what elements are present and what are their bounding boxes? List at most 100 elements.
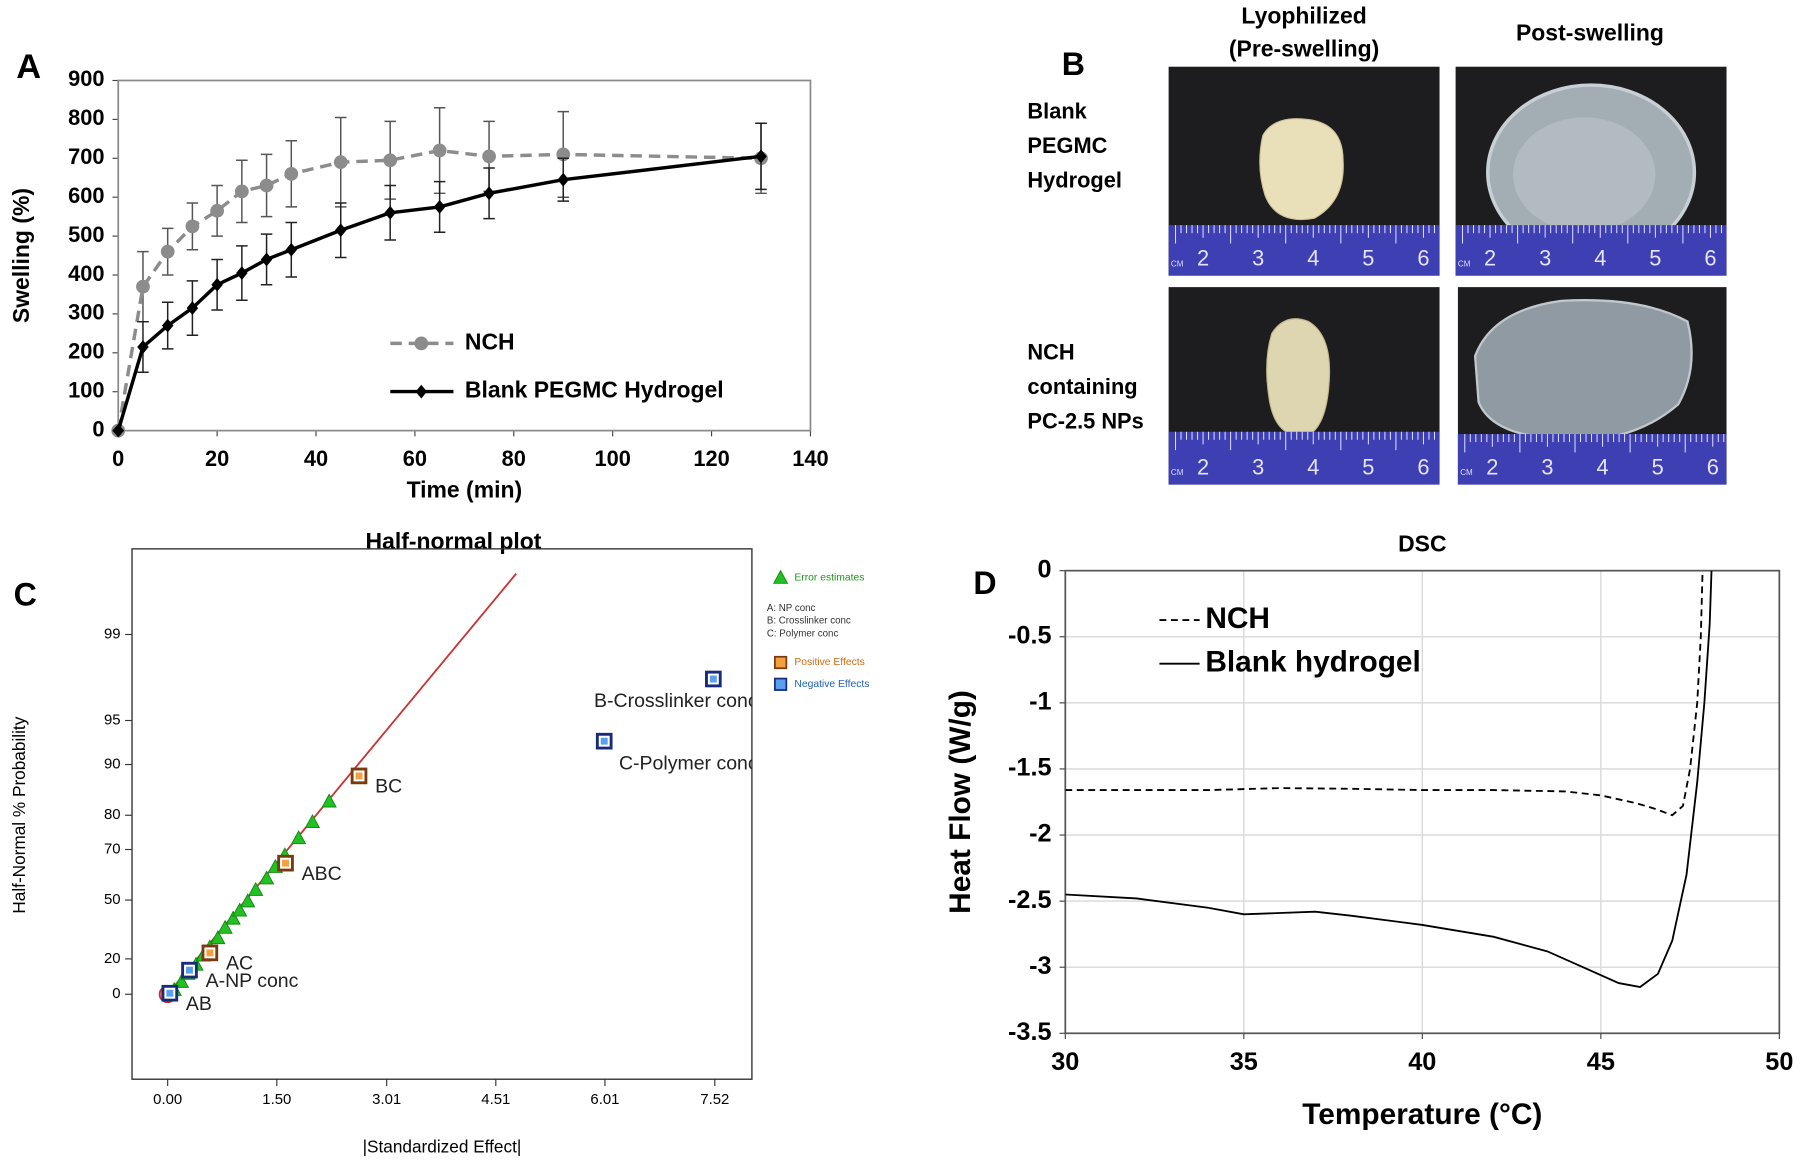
y-tick-label: -1.5 [1008, 754, 1052, 782]
sample [1473, 299, 1693, 441]
y-tick-label: -3.5 [1008, 1018, 1052, 1046]
marker [483, 186, 495, 201]
x-tick-label: 50 [1765, 1048, 1793, 1076]
point-label: A-NP conc [206, 970, 299, 992]
row-label: NCH [1027, 339, 1074, 364]
marker [136, 279, 150, 294]
legend-label: Error estimates [794, 572, 864, 583]
y-tick-label: 500 [68, 222, 104, 247]
point-label: AC [226, 953, 253, 975]
plot-frame [1064, 569, 1781, 1035]
ruler-number: 2 [1486, 454, 1498, 479]
y-axis-label: Heat Flow (W/g) [944, 690, 977, 914]
marker [334, 223, 347, 238]
marker [284, 166, 299, 181]
point-label: BC [375, 776, 402, 798]
x-tick-label: 60 [403, 446, 427, 471]
marker-fill [206, 949, 214, 957]
marker [333, 155, 348, 170]
marker [260, 252, 273, 267]
ruler-number: 4 [1307, 454, 1319, 479]
ruler-number: 5 [1649, 245, 1661, 270]
row-label: Blank [1027, 98, 1087, 123]
marker [433, 200, 446, 214]
legend-label: Blank hydrogel [1205, 646, 1420, 679]
x-tick-label: 35 [1230, 1048, 1258, 1076]
legend-marker [774, 655, 788, 670]
marker [383, 153, 398, 168]
x-tick-label: 20 [205, 446, 229, 471]
plot-area [111, 106, 768, 438]
y-axis-label: Half-Normal % Probability [9, 716, 29, 913]
x-tick-label: 0.00 [153, 1091, 182, 1108]
legend-marker [414, 336, 429, 351]
marker-fill [600, 737, 608, 745]
legend-label: NCH [465, 328, 515, 354]
y-tick-label: 0 [1037, 555, 1051, 583]
y-tick-label: 50 [104, 891, 121, 908]
y-axis-label: Swelling (%) [8, 188, 34, 323]
marker [321, 793, 337, 808]
ruler-number: 6 [1704, 245, 1716, 270]
ruler-number: 6 [1707, 454, 1719, 479]
ruler-number: 5 [1362, 245, 1374, 270]
panel-label: A [16, 48, 41, 86]
x-tick-label: 40 [304, 446, 328, 471]
y-tick-label: 400 [68, 261, 104, 286]
marker [112, 423, 124, 438]
y-tick-label: 300 [68, 300, 104, 325]
ruler-number: 4 [1594, 245, 1606, 270]
ruler-number: 3 [1539, 245, 1551, 270]
ruler [1457, 434, 1727, 485]
legend-label: Negative Effects [794, 679, 869, 690]
y-tick-label: 90 [104, 755, 121, 772]
factor-key: A: NP conc [767, 603, 816, 614]
y-tick-label: 70 [104, 840, 121, 857]
y-tick-label: 80 [104, 806, 121, 823]
ruler-number: 6 [1417, 454, 1429, 479]
y-tick-label: 20 [104, 950, 121, 967]
ruler-unit: CM [1171, 259, 1184, 268]
marker-fill [186, 966, 193, 974]
x-axis-label: Temperature (°C) [1302, 1098, 1542, 1131]
ruler [1168, 431, 1440, 485]
marker [160, 244, 175, 259]
x-tick-label: 1.50 [262, 1091, 291, 1108]
x-axis-label: |Standardized Effect| [363, 1137, 522, 1157]
panel-label: B [1062, 46, 1085, 82]
series-line [1065, 570, 1713, 989]
legend-label: Blank PEGMC Hydrogel [465, 377, 724, 403]
plot-area: AC ABC BC ABA-NP conc C-Polymer conc B-Crossl… [161, 573, 758, 1015]
y-tick-label: 600 [68, 183, 104, 208]
ruler-unit: CM [1460, 468, 1473, 477]
ruler-number: 3 [1541, 454, 1553, 479]
marker [232, 902, 248, 917]
ruler-unit: CM [1171, 468, 1184, 477]
x-tick-label: 100 [594, 446, 630, 471]
x-tick-label: 6.01 [590, 1091, 619, 1108]
plot-area [1065, 570, 1713, 989]
x-tick-label: 120 [693, 446, 729, 471]
marker [161, 318, 174, 333]
y-tick-label: 900 [68, 66, 104, 91]
ruler-number: 4 [1307, 245, 1319, 270]
y-tick-label: -3 [1029, 952, 1051, 980]
marker [240, 893, 256, 908]
x-tick-label: 4.51 [481, 1091, 510, 1108]
legend-marker [772, 569, 789, 584]
y-tick-label: -0.5 [1008, 621, 1052, 649]
x-axis-label: Time (min) [407, 477, 523, 503]
chart-title: Half-normal plot [366, 528, 542, 554]
x-tick-label: 45 [1587, 1048, 1615, 1076]
panel-label: C [14, 577, 37, 613]
point-label: C-Polymer conc [619, 752, 758, 774]
sample-highlight [1513, 117, 1656, 233]
marker [557, 172, 569, 187]
ruler-number: 2 [1197, 454, 1209, 479]
marker [186, 301, 199, 315]
marker [225, 910, 241, 925]
marker [432, 143, 447, 158]
marker-fill [355, 772, 363, 780]
marker-fill [282, 859, 289, 867]
